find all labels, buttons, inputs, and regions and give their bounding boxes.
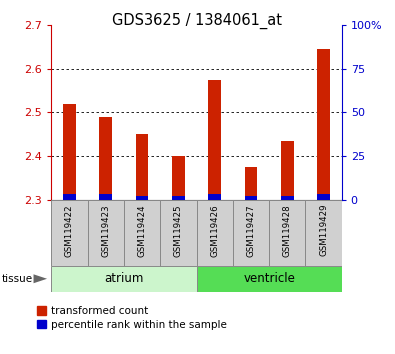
Bar [281, 196, 293, 200]
Bar [172, 156, 185, 200]
Text: ventricle: ventricle [243, 272, 295, 285]
Text: GSM119427: GSM119427 [246, 204, 256, 257]
Bar [281, 141, 293, 200]
Bar [305, 200, 342, 266]
Bar [124, 200, 160, 266]
Bar [88, 200, 124, 266]
Bar [269, 200, 305, 266]
Bar [172, 196, 185, 200]
Bar [100, 117, 112, 200]
Bar [208, 194, 221, 200]
Bar [63, 194, 76, 200]
Text: tissue: tissue [2, 274, 33, 284]
Bar [233, 200, 269, 266]
Bar [136, 134, 149, 200]
Bar [136, 196, 149, 200]
Bar [317, 49, 330, 200]
Text: GSM119426: GSM119426 [210, 204, 219, 257]
Text: GSM119428: GSM119428 [283, 204, 292, 257]
Bar [51, 200, 88, 266]
Legend: transformed count, percentile rank within the sample: transformed count, percentile rank withi… [37, 306, 227, 330]
Text: GSM119429: GSM119429 [319, 204, 328, 256]
Bar [245, 167, 257, 200]
Bar [197, 266, 342, 292]
Text: GDS3625 / 1384061_at: GDS3625 / 1384061_at [113, 12, 282, 29]
Bar [208, 80, 221, 200]
Text: GSM119425: GSM119425 [174, 204, 183, 257]
Bar [317, 194, 330, 200]
Bar [245, 196, 257, 200]
Bar [197, 200, 233, 266]
Bar [100, 194, 112, 200]
Text: atrium: atrium [104, 272, 144, 285]
Bar [160, 200, 197, 266]
Polygon shape [34, 274, 47, 283]
Bar [63, 104, 76, 200]
Text: GSM119424: GSM119424 [137, 204, 147, 257]
Bar [51, 266, 197, 292]
Text: GSM119422: GSM119422 [65, 204, 74, 257]
Text: GSM119423: GSM119423 [101, 204, 110, 257]
